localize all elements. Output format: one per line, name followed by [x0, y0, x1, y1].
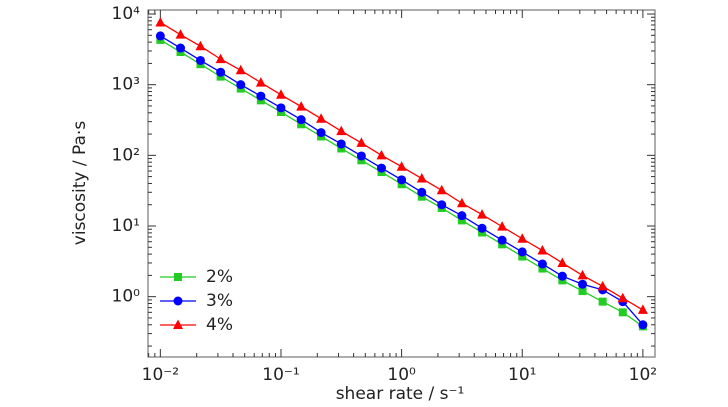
marker	[537, 245, 548, 255]
legend-label: 3%	[206, 291, 233, 311]
marker	[557, 257, 568, 267]
marker	[638, 320, 648, 330]
marker	[176, 43, 186, 53]
marker	[316, 113, 327, 123]
marker	[417, 187, 427, 197]
marker	[457, 211, 467, 221]
marker	[397, 175, 407, 185]
legend-marker	[173, 319, 183, 329]
marker	[436, 184, 447, 195]
marker	[337, 144, 346, 153]
marker	[275, 89, 286, 99]
marker	[396, 161, 407, 171]
y-tick-label: 10⁴	[112, 4, 141, 24]
marker	[216, 67, 226, 77]
marker	[578, 287, 587, 296]
marker	[416, 173, 427, 183]
marker	[497, 221, 508, 231]
marker	[297, 120, 306, 129]
y-tick-label: 10⁰	[112, 287, 141, 307]
x-axis-label: shear rate / s⁻¹	[336, 384, 465, 404]
marker	[518, 252, 527, 261]
marker	[236, 80, 246, 90]
marker	[497, 235, 507, 245]
marker	[356, 137, 367, 147]
marker	[336, 139, 346, 149]
marker	[256, 91, 266, 101]
marker	[215, 53, 226, 64]
marker	[637, 304, 648, 314]
x-tick-label: 10⁻¹	[262, 365, 299, 385]
marker	[517, 233, 528, 243]
marker	[517, 247, 527, 257]
marker	[537, 259, 547, 269]
marker	[175, 29, 186, 39]
marker	[376, 149, 387, 160]
marker	[456, 197, 467, 208]
marker	[195, 55, 205, 65]
marker	[477, 223, 487, 233]
x-tick-label: 10²	[629, 365, 657, 385]
legend-label: 4%	[206, 315, 233, 335]
marker	[437, 200, 447, 210]
marker	[195, 40, 206, 51]
marker	[538, 264, 547, 273]
marker	[356, 151, 366, 161]
marker	[255, 77, 266, 87]
x-tick-label: 10¹	[508, 365, 536, 385]
marker	[457, 216, 466, 225]
marker	[597, 280, 608, 291]
marker	[296, 115, 306, 125]
marker	[557, 271, 567, 281]
marker	[155, 16, 166, 27]
marker	[336, 125, 347, 136]
legend-label: 2%	[206, 267, 233, 287]
marker	[578, 279, 588, 289]
y-axis-label: viscosity / Pa·s	[70, 121, 90, 246]
y-tick-label: 10¹	[112, 216, 140, 236]
marker	[235, 64, 246, 75]
legend-marker	[174, 273, 182, 281]
marker	[617, 292, 628, 303]
marker	[276, 103, 286, 113]
marker	[577, 269, 588, 280]
marker	[316, 128, 326, 138]
x-tick-label: 10⁰	[387, 365, 416, 385]
marker	[296, 101, 307, 111]
marker	[598, 297, 607, 306]
y-tick-label: 10²	[112, 145, 140, 165]
marker	[477, 209, 488, 219]
marker	[155, 31, 165, 41]
x-tick-label: 10⁻²	[142, 365, 179, 385]
y-tick-label: 10³	[112, 75, 140, 95]
marker	[618, 308, 627, 317]
legend-marker	[173, 296, 183, 306]
marker	[376, 163, 386, 173]
